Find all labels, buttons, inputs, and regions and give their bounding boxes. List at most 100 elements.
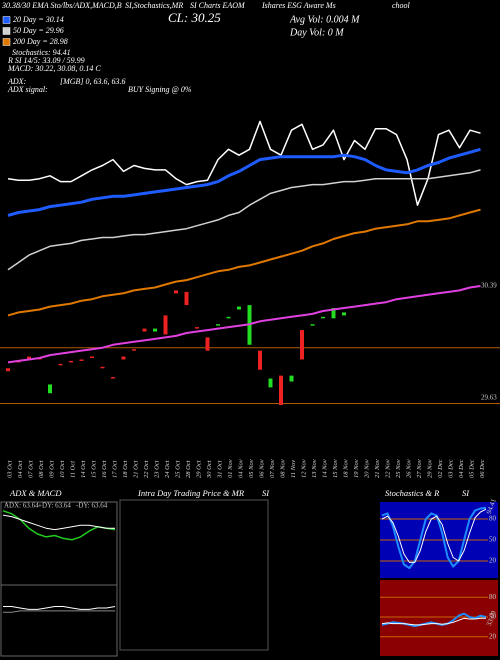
header-text: 30.38/30 EMA Sto/lbs/ADX,MACD,B [1,1,122,10]
panel-background [380,580,498,656]
candle-body [184,291,189,306]
x-tick-label: 30 Oct [206,460,213,479]
candle-body [216,324,220,326]
candle-body [27,356,31,360]
avg-volume: Avg Vol: 0.004 M [289,14,360,25]
series-line [7,147,481,217]
legend-label: 20 Day = 30.14 [13,15,64,24]
legend-swatch [2,27,11,35]
legend-label: 200 Day = 28.98 [13,37,68,46]
y-tick-label: 29.63 [481,393,497,401]
x-tick-label: 11 Oct [69,461,76,478]
candle-body [289,375,294,382]
header-text: SI,Stochastics,MR [125,1,183,10]
adx-panel-border [0,501,118,657]
candle-body [121,356,126,360]
x-tick-label: 08 Nov [279,459,286,478]
x-tick-label: 06 Nov [258,459,265,478]
annotation: -DY: 63.64 [76,502,108,510]
macd-value: MACD: 30.22, 30.08, 0.14 C [7,64,101,73]
series-line [381,506,487,569]
panel-title: SI [262,488,270,498]
candle-body [132,349,136,351]
series-line [2,514,115,531]
x-tick-label: 11 Nov [290,460,297,478]
x-tick-label: 28 Oct [185,460,192,478]
x-tick-label: 07 Oct [27,460,34,478]
x-tick-label: 10 Oct [59,460,66,478]
x-tick-label: 18 Nov [342,459,349,478]
candle-body [58,363,63,366]
candle-body [321,316,325,319]
candle-body [100,366,105,369]
legend-label: 50 Day = 29.96 [13,26,64,35]
x-tick-label: 19 Nov [353,459,360,478]
candle-body [226,316,231,319]
series-line [7,208,481,317]
x-tick-label: 05 Dec [468,459,475,478]
x-tick-label: 21 Nov [374,459,381,478]
candle-body [142,328,147,332]
x-tick-label: 26 Nov [405,459,412,478]
candle-body [310,324,315,326]
x-tick-label: 31 Oct [216,460,223,479]
panel-title: Intra Day Trading Price & MR [137,488,245,498]
candle-body [90,356,94,358]
day-volume: Day Vol: 0 M [289,27,344,38]
header-text: chool [392,1,411,10]
candle-body [342,312,346,316]
header-text: Ishares ESG Aware Ms [261,1,336,10]
x-tick-label: 01 Nov [227,459,234,478]
x-tick-label: 06 Dec [479,459,486,478]
x-tick-label: 04 Oct [17,460,24,478]
y-tick-label: 50 [489,613,497,621]
x-tick-label: 23 Oct [153,460,160,478]
x-tick-label: 04 Nov [237,459,244,478]
x-tick-label: 29 Nov [426,459,433,478]
candle-body [279,375,283,406]
x-tick-label: 08 Oct [38,460,45,478]
y-tick-label: 80 [489,515,497,523]
adx-signal-label: ADX signal: [7,85,48,94]
candle-body [69,360,73,363]
series-line [7,120,481,206]
x-tick-label: 13 Nov [311,459,318,478]
header-text: SI Charts EAOM [190,1,246,10]
panel-title: ADX & MACD [9,488,62,498]
x-tick-label: 25 Nov [395,459,402,478]
adx-label: ADX: [7,77,27,86]
panel-title: Stochastics & R [385,488,440,498]
series-line [381,617,486,626]
close-price: CL: 30.25 [168,10,221,25]
x-tick-label: 18 Oct [122,460,129,478]
candle-body [6,368,10,372]
annotation: ADX: 63.64 [4,502,39,510]
x-tick-label: 05 Nov [248,459,255,478]
x-tick-label: 22 Nov [384,459,391,478]
series-line [381,508,487,563]
series-line [381,612,487,628]
y-tick-label: 80 [489,593,497,601]
y-tick-label: 20 [489,557,497,565]
candle-body [174,290,178,294]
series-line [7,169,481,271]
candle-body [153,328,157,332]
legend-swatch [2,16,11,24]
x-tick-label: 22 Oct [143,460,150,478]
candle-body [331,308,336,319]
legend-swatch [2,38,11,46]
adx-value: [MGB] 0, 63.6, 63.6 [60,77,126,86]
x-tick-label: 07 Nov [269,459,276,478]
x-tick-label: 02 Dec [437,459,444,478]
x-tick-label: 03 Dec [447,459,454,478]
x-tick-label: 15 Oct [90,460,97,478]
x-tick-label: 21 Oct [132,460,139,478]
x-tick-label: 14 Nov [321,459,328,478]
series-line [3,606,116,610]
candle-body [48,384,52,394]
x-tick-label: 12 Nov [300,459,307,478]
candle-body [111,377,115,379]
y-tick-label: 20 [489,632,497,640]
x-tick-label: 24 Oct [164,460,171,478]
